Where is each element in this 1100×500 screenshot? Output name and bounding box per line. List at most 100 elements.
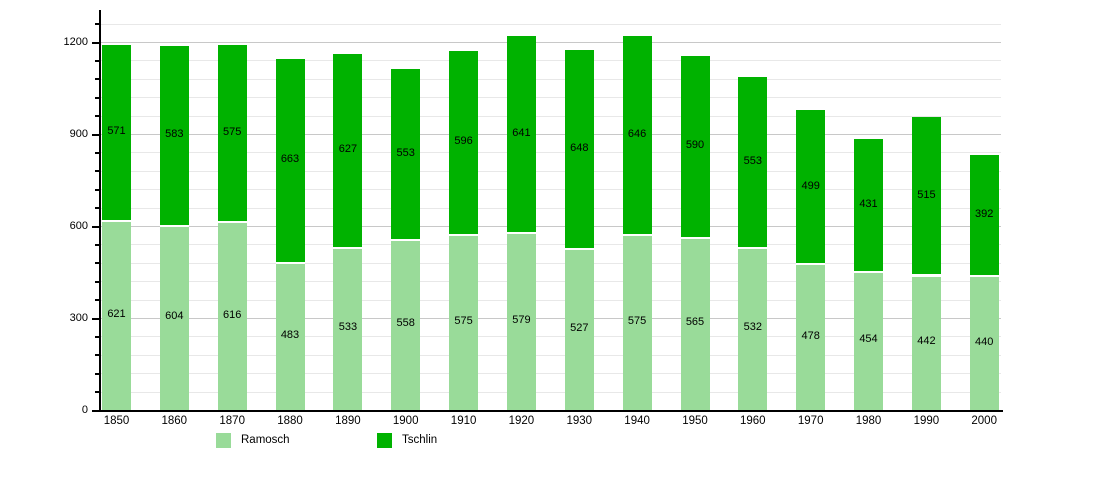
legend-swatch-ramosch xyxy=(216,433,231,448)
bar-segment-separator xyxy=(564,248,594,251)
x-axis-tick-label: 1940 xyxy=(624,415,650,427)
bar-segment-separator xyxy=(506,232,536,235)
bar-segment-tschlin-1980 xyxy=(854,138,883,271)
y-tick-minor xyxy=(95,96,100,99)
bar-segment-tschlin-1990 xyxy=(911,116,941,275)
bar-value-label-ramosch: 616 xyxy=(223,308,242,321)
gridline-minor xyxy=(100,189,1001,191)
bar-segment-ramosch-1890 xyxy=(333,246,363,410)
bar-value-label-tschlin: 590 xyxy=(685,139,705,152)
y-tick-minor xyxy=(95,151,100,154)
bar-segment-separator xyxy=(391,238,421,241)
gridline-major xyxy=(100,42,1001,43)
bar-segment-separator xyxy=(854,270,883,273)
x-axis-tick-label: 1860 xyxy=(161,415,188,427)
gridline-minor xyxy=(100,152,1001,154)
bar-value-label-ramosch: 440 xyxy=(975,335,994,348)
y-tick-major xyxy=(92,409,100,412)
x-axis-tick-label: 1880 xyxy=(277,415,303,427)
bar-segment-separator xyxy=(796,263,826,266)
bar-value-label-ramosch: 532 xyxy=(743,321,762,334)
legend-item-tschlin: Tschlin xyxy=(377,433,437,448)
bar-segment-ramosch-2000 xyxy=(969,275,999,410)
bar-value-label-tschlin: 499 xyxy=(801,179,820,192)
x-axis-tick-label: 1850 xyxy=(103,415,130,427)
bar-segment-tschlin-1850 xyxy=(102,44,131,220)
y-tick-minor xyxy=(95,262,100,265)
y-axis-tick-label: 1200 xyxy=(63,36,88,48)
bar-segment-separator xyxy=(333,246,363,249)
bar-value-label-ramosch: 558 xyxy=(396,317,415,330)
x-axis-line xyxy=(99,410,1003,412)
bar-segment-ramosch-1980 xyxy=(854,270,883,410)
gridline-minor xyxy=(100,281,1001,283)
bar-segment-separator xyxy=(622,233,652,236)
bar-segment-ramosch-1990 xyxy=(911,274,941,410)
bar-segment-separator xyxy=(102,219,131,222)
gridline-minor xyxy=(100,97,1001,99)
y-tick-minor xyxy=(95,280,100,283)
bar-value-label-ramosch: 575 xyxy=(454,314,473,327)
bar-segment-tschlin-1880 xyxy=(275,58,305,262)
bar-value-label-ramosch: 483 xyxy=(280,328,300,341)
gridline-minor xyxy=(100,244,1001,246)
legend-label-ramosch: Ramosch xyxy=(241,434,290,446)
y-tick-minor xyxy=(95,207,100,210)
bar-value-label-tschlin: 515 xyxy=(917,188,936,201)
x-axis-tick-label: 1960 xyxy=(740,415,766,427)
bar-value-label-ramosch: 565 xyxy=(685,316,705,329)
bar-segment-tschlin-1870 xyxy=(217,44,247,222)
bar-segment-separator xyxy=(911,274,941,277)
x-axis-tick-label: 1930 xyxy=(566,415,593,427)
x-axis-tick-label: 1970 xyxy=(797,415,824,427)
bar-segment-separator xyxy=(738,246,768,249)
y-tick-major xyxy=(92,41,100,44)
bar-segment-tschlin-1940 xyxy=(622,35,652,234)
bar-value-label-ramosch: 575 xyxy=(627,314,647,327)
legend-item-ramosch: Ramosch xyxy=(216,433,290,448)
x-axis-tick-label: 1980 xyxy=(855,415,882,427)
legend-swatch-tschlin xyxy=(377,433,392,448)
bar-value-label-tschlin: 553 xyxy=(743,155,762,168)
x-axis-tick-label: 1890 xyxy=(335,415,361,427)
bar-value-label-tschlin: 596 xyxy=(454,135,473,148)
bar-value-label-ramosch: 621 xyxy=(107,307,126,320)
gridline-minor xyxy=(100,299,1001,301)
gridline-minor xyxy=(100,207,1001,209)
y-tick-minor xyxy=(95,391,100,394)
bar-value-label-tschlin: 641 xyxy=(512,127,531,140)
bar-value-label-tschlin: 392 xyxy=(975,208,994,220)
y-tick-minor xyxy=(95,335,100,338)
y-tick-major xyxy=(92,133,100,136)
bar-value-label-tschlin: 431 xyxy=(859,197,878,210)
bar-segment-ramosch-1940 xyxy=(622,233,652,410)
gridline-minor xyxy=(100,78,1001,80)
bar-segment-tschlin-2000 xyxy=(969,154,999,276)
x-axis-tick-label: 1950 xyxy=(682,415,708,427)
bar-segment-separator xyxy=(969,275,999,278)
gridline-minor xyxy=(100,354,1001,356)
bar-segment-tschlin-1890 xyxy=(333,54,363,247)
x-axis-tick-label: 1920 xyxy=(508,415,535,427)
y-axis-line xyxy=(99,10,101,412)
bar-segment-ramosch-1860 xyxy=(159,224,189,410)
gridline-minor xyxy=(100,336,1001,338)
y-axis-tick-label: 900 xyxy=(69,128,88,140)
bar-segment-ramosch-1970 xyxy=(796,263,826,410)
x-axis-tick-label: 1910 xyxy=(450,415,477,427)
bar-segment-tschlin-1950 xyxy=(680,55,710,237)
bar-value-label-tschlin: 575 xyxy=(223,125,242,138)
bar-segment-tschlin-1930 xyxy=(564,49,594,249)
y-tick-minor xyxy=(95,115,100,118)
y-tick-minor xyxy=(95,23,100,26)
y-axis-tick-label: 600 xyxy=(69,220,88,232)
bar-segment-tschlin-1920 xyxy=(506,35,536,233)
bar-segment-ramosch-1950 xyxy=(680,236,710,410)
bar-value-label-tschlin: 648 xyxy=(570,142,589,154)
bar-segment-ramosch-1850 xyxy=(102,219,131,410)
bar-segment-ramosch-1930 xyxy=(564,248,594,410)
bar-segment-ramosch-1920 xyxy=(506,232,536,410)
bar-value-label-ramosch: 442 xyxy=(917,335,936,348)
bar-value-label-ramosch: 533 xyxy=(338,321,358,334)
bar-segment-ramosch-1960 xyxy=(738,246,768,410)
